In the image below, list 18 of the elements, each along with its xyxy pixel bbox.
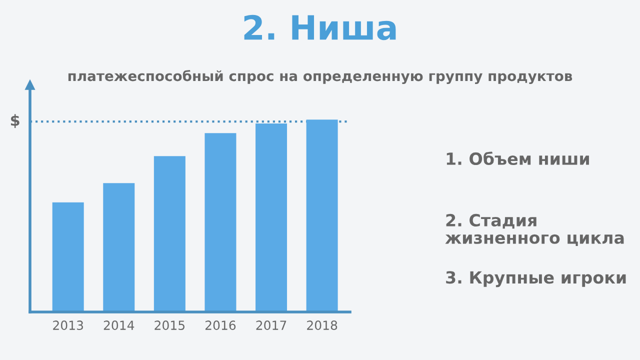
- text: 3. Крупные игроки: [446, 271, 626, 288]
- bar: [52, 202, 84, 312]
- x-tick-label: 2016: [205, 320, 236, 330]
- text: 1. Объем ниши: [446, 152, 589, 166]
- x-tick-label: 2014: [104, 320, 134, 330]
- bar: [204, 133, 236, 312]
- text: 2. Стадия жизненного цикла: [445, 214, 624, 246]
- bar: [103, 183, 135, 312]
- chart-subtitle: платежеспособный спрос на определенную группу продуктов: [68, 70, 572, 84]
- bar: [306, 120, 338, 312]
- x-tick-label: 2015: [154, 320, 184, 330]
- bar: [256, 123, 288, 312]
- x-tick-label: 2017: [256, 320, 286, 330]
- chart-title: 2. Ниша: [244, 14, 396, 40]
- ref-line-label: $: [10, 114, 20, 128]
- x-tick-label: 2018: [307, 320, 338, 330]
- x-tick-label: 2013: [53, 320, 83, 330]
- bar: [154, 156, 186, 312]
